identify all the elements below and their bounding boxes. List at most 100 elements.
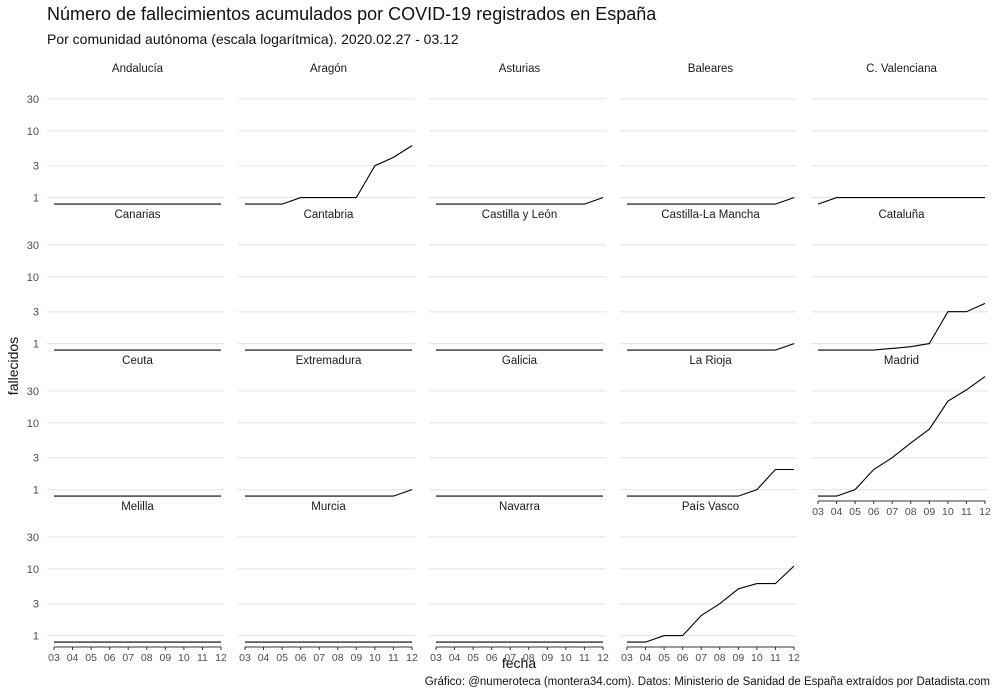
panel-title: Melilla xyxy=(121,501,154,513)
x-tick-label: 09 xyxy=(923,506,935,518)
x-tick-label: 04 xyxy=(67,652,79,664)
facet-panel: Cataluña xyxy=(811,209,988,351)
y-axis-label: fallecidos xyxy=(5,337,21,395)
y-tick-label: 3 xyxy=(33,453,39,465)
x-tick-label: 09 xyxy=(159,652,171,664)
y-tick-label: 10 xyxy=(27,418,39,430)
x-tick-label: 04 xyxy=(258,652,270,664)
facet-panel: Murcia 03 04 05 06 07 08 09 10 11 12 xyxy=(238,501,418,664)
x-tick-label: 11 xyxy=(197,652,208,664)
x-tick-label: 12 xyxy=(215,652,227,664)
x-tick-label: 09 xyxy=(732,652,744,664)
y-tick-label: 30 xyxy=(27,94,39,106)
x-tick-label: 07 xyxy=(886,506,898,518)
chart-caption: Gráfico: @numeroteca (montera34.com). Da… xyxy=(424,676,990,688)
x-tick-label: 06 xyxy=(104,652,116,664)
facet-panel: Baleares xyxy=(620,63,797,205)
x-tick-label: 05 xyxy=(467,652,479,664)
y-tick-label: 10 xyxy=(27,272,39,284)
facet-panel: Extremadura xyxy=(238,355,415,497)
x-tick-label: 12 xyxy=(788,652,800,664)
series-line xyxy=(245,489,413,497)
y-tick-label: 10 xyxy=(27,126,39,138)
x-tick-label: 08 xyxy=(714,652,726,664)
facet-panel: La Rioja xyxy=(620,355,797,497)
series-line xyxy=(627,343,795,351)
facet-panel: Navarra 03 04 05 06 07 08 09 10 11 12 xyxy=(429,501,609,664)
series-line xyxy=(817,197,985,205)
facet-panel: Aragón xyxy=(238,63,415,205)
x-tick-label: 11 xyxy=(579,652,590,664)
facet-panel: Canarias 1 3 10 30 xyxy=(27,209,224,351)
series-line xyxy=(245,145,413,205)
x-tick-label: 03 xyxy=(239,652,251,664)
panel-title: Madrid xyxy=(884,355,919,367)
facet-panel: Melilla 1 3 10 30 03 04 05 06 07 08 09 10 11 12 xyxy=(27,501,227,664)
x-tick-label: 06 xyxy=(868,506,880,518)
x-tick-label: 07 xyxy=(695,652,707,664)
y-tick-label: 1 xyxy=(33,631,39,643)
x-tick-label: 03 xyxy=(621,652,633,664)
x-tick-label: 12 xyxy=(597,652,609,664)
panel-title: Galicia xyxy=(502,355,538,367)
x-tick-label: 06 xyxy=(677,652,689,664)
facet-panel: Galicia xyxy=(429,355,606,497)
panel-title: Ceuta xyxy=(122,355,153,367)
x-tick-label: 03 xyxy=(48,652,60,664)
y-tick-label: 1 xyxy=(33,193,39,205)
panel-title: Andalucía xyxy=(112,63,164,75)
x-tick-label: 11 xyxy=(961,506,972,518)
x-tick-label: 08 xyxy=(905,506,917,518)
x-tick-label: 04 xyxy=(640,652,652,664)
panel-title: Castilla-La Mancha xyxy=(661,209,760,221)
y-tick-label: 1 xyxy=(33,485,39,497)
panel-title: Navarra xyxy=(499,501,541,513)
facet-panel: País Vasco 03 04 05 06 07 08 09 10 11 12 xyxy=(620,501,800,664)
x-tick-label: 08 xyxy=(523,652,535,664)
series-line xyxy=(627,197,795,205)
panel-title: Extremadura xyxy=(296,355,362,367)
chart-subtitle: Por comunidad autónoma (escala logarítmi… xyxy=(47,31,459,47)
x-tick-label: 04 xyxy=(449,652,461,664)
x-tick-label: 09 xyxy=(350,652,362,664)
y-tick-label: 3 xyxy=(33,599,39,611)
x-tick-label: 07 xyxy=(313,652,325,664)
x-tick-label: 05 xyxy=(849,506,861,518)
y-tick-label: 30 xyxy=(27,532,39,544)
x-tick-label: 10 xyxy=(178,652,190,664)
x-tick-label: 09 xyxy=(541,652,553,664)
x-tick-label: 03 xyxy=(430,652,442,664)
x-tick-label: 12 xyxy=(979,506,991,518)
y-tick-label: 3 xyxy=(33,307,39,319)
panel-title: Cataluña xyxy=(878,209,925,221)
panel-title: Baleares xyxy=(688,63,734,75)
facet-panel: Ceuta 1 3 10 30 xyxy=(27,355,224,497)
x-tick-label: 10 xyxy=(751,652,763,664)
facet-panel: Madrid 03 04 05 06 07 08 09 10 11 12 xyxy=(811,355,991,518)
x-tick-label: 05 xyxy=(276,652,288,664)
y-tick-label: 30 xyxy=(27,240,39,252)
y-tick-label: 30 xyxy=(27,386,39,398)
x-tick-label: 10 xyxy=(942,506,954,518)
y-tick-label: 3 xyxy=(33,161,39,173)
panel-title: Castilla y León xyxy=(482,209,557,221)
facet-panel: Castilla y León xyxy=(429,209,606,351)
series-line xyxy=(627,468,794,497)
facet-panel: Castilla-La Mancha xyxy=(620,209,797,351)
panel-title: Asturias xyxy=(499,63,541,75)
y-tick-label: 10 xyxy=(27,564,39,576)
facet-panel: Andalucía 1 3 10 30 xyxy=(27,63,224,205)
x-tick-label: 10 xyxy=(560,652,572,664)
panel-title: País Vasco xyxy=(682,501,739,513)
y-tick-label: 1 xyxy=(33,339,39,351)
chart-title: Número de fallecimientos acumulados por … xyxy=(47,4,657,24)
x-tick-label: 11 xyxy=(388,652,399,664)
x-tick-label: 05 xyxy=(658,652,670,664)
x-tick-label: 04 xyxy=(831,506,843,518)
facet-panel: Asturias xyxy=(429,63,606,205)
panel-title: Cantabria xyxy=(304,209,354,221)
x-tick-label: 10 xyxy=(369,652,381,664)
series-line xyxy=(818,376,986,497)
series-line xyxy=(627,565,795,643)
